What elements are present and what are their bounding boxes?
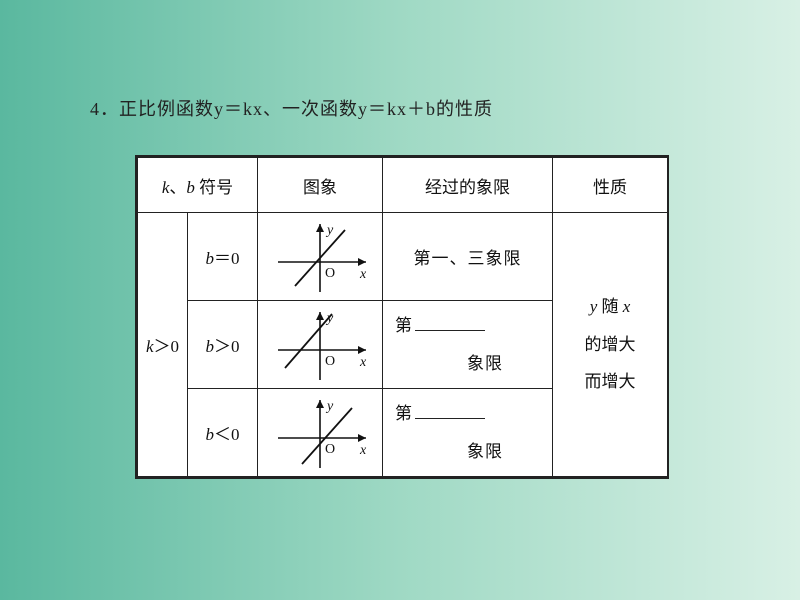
graph-cell: Ox y: [258, 213, 383, 301]
k-condition-cell: k＞0: [138, 213, 188, 477]
col-quadrant: 经过的象限: [383, 158, 553, 213]
b-condition-cell: b＜0: [188, 389, 258, 477]
graph-cell: Ox y: [258, 389, 383, 477]
table-header-row: k、b 符号 图象 经过的象限 性质: [138, 158, 668, 213]
quadrant-cell: 第 象限: [383, 301, 553, 389]
quadrant-cell: 第一、三象限: [383, 213, 553, 301]
b-condition-cell: b＝0: [188, 213, 258, 301]
property-cell: y 随 x的增大而增大: [553, 213, 668, 477]
svg-text:x: x: [359, 355, 367, 370]
svg-text:y: y: [325, 399, 334, 414]
svg-text:y: y: [325, 223, 334, 238]
properties-table-container: k、b 符号 图象 经过的象限 性质 k＞0b＝0 Ox y 第一、三象限y 随 x的…: [135, 155, 669, 479]
svg-text:x: x: [359, 267, 367, 282]
svg-text:O: O: [325, 442, 335, 457]
col-kb: k、b 符号: [138, 158, 258, 213]
graph-cell: Ox y: [258, 301, 383, 389]
svg-text:x: x: [359, 443, 367, 458]
b-condition-cell: b＞0: [188, 301, 258, 389]
page-title: 4．正比例函数y＝kx、一次函数y＝kx＋b的性质: [90, 95, 493, 121]
col-graph: 图象: [258, 158, 383, 213]
svg-text:y: y: [325, 311, 334, 326]
properties-table: k、b 符号 图象 经过的象限 性质 k＞0b＝0 Ox y 第一、三象限y 随 x的…: [137, 157, 668, 477]
table-row: k＞0b＝0Oxy第一、三象限y 随 x的增大而增大: [138, 213, 668, 301]
col-property: 性质: [553, 158, 668, 213]
svg-text:O: O: [325, 354, 335, 369]
quadrant-cell: 第 象限: [383, 389, 553, 477]
svg-text:O: O: [325, 266, 335, 281]
